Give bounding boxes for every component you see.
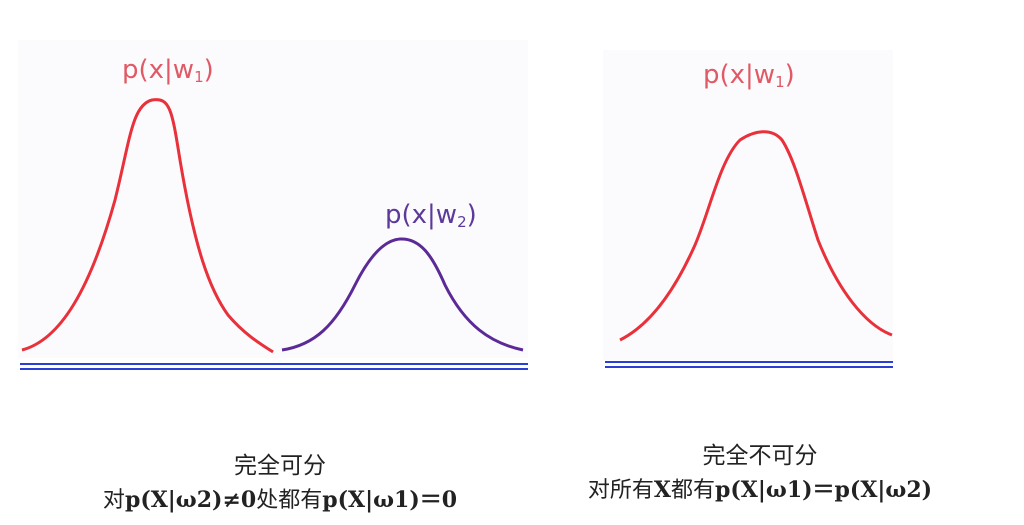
caption-expression: p(X|ω1)＝p(X|ω2)	[715, 477, 933, 503]
caption-middle: 处都有	[256, 488, 323, 513]
caption-expression: p(X|ω1)＝0	[322, 487, 458, 513]
left-caption-title: 完全可分	[234, 453, 326, 479]
caption-prefix: 对	[102, 488, 125, 513]
curve-p-x-w1-right	[619, 130, 893, 342]
label-text: p(x|w	[703, 60, 776, 90]
caption-variable: X	[653, 477, 671, 503]
label-text: p(x|w	[385, 200, 458, 230]
label-text: p(x|w	[122, 55, 195, 85]
caption-expression: p(X|ω2)≠0	[124, 487, 257, 513]
left-caption-formula: 对p(X|ω2)≠0处都有p(X|ω1)＝0	[40, 482, 520, 514]
curve-p-x-w2	[281, 237, 524, 352]
label-p-x-w1-right: p(x|w1)	[703, 60, 795, 97]
right-caption: 完全不可分 对所有X都有p(X|ω1)＝p(X|ω2)	[520, 436, 1000, 504]
label-subscript: 1	[775, 73, 785, 91]
label-p-x-w1-left: p(x|w1)	[122, 55, 214, 92]
label-close: )	[466, 200, 477, 230]
right-caption-formula: 对所有X都有p(X|ω1)＝p(X|ω2)	[520, 472, 1000, 504]
left-caption: 完全可分 对p(X|ω2)≠0处都有p(X|ω1)＝0	[40, 446, 520, 514]
right-plot-area	[603, 50, 893, 360]
label-close: )	[203, 55, 214, 85]
label-p-x-w2: p(x|w2)	[385, 200, 477, 237]
label-subscript: 1	[194, 68, 204, 86]
caption-middle: 都有	[671, 478, 716, 503]
right-caption-title: 完全不可分	[702, 443, 818, 469]
caption-prefix: 对所有	[587, 478, 654, 503]
label-subscript: 2	[457, 213, 467, 231]
label-close: )	[784, 60, 795, 90]
left-plot-area	[18, 40, 528, 358]
curve-p-x-w1-left	[21, 98, 274, 354]
